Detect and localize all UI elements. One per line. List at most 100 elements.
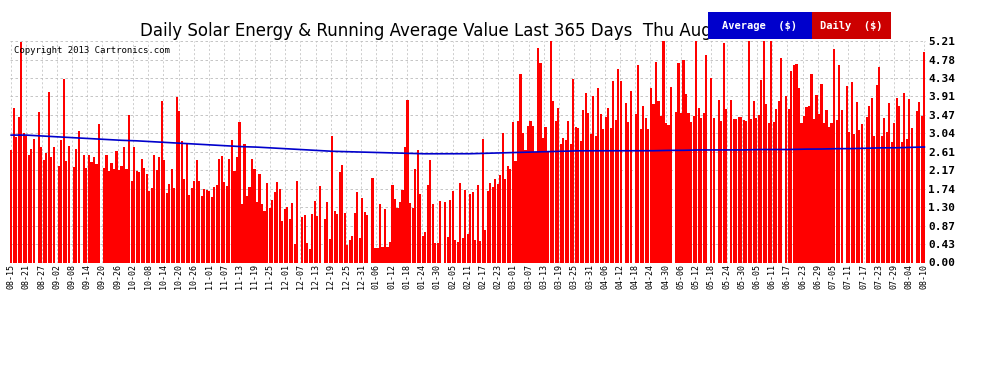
Bar	[798, 88, 800, 262]
Bar	[65, 161, 67, 262]
Bar	[304, 214, 306, 262]
Bar	[339, 171, 341, 262]
Bar	[434, 243, 437, 262]
Bar	[750, 119, 752, 262]
Bar	[512, 122, 514, 262]
Bar	[579, 141, 582, 262]
Bar	[25, 136, 28, 262]
Bar	[241, 204, 243, 262]
Bar	[654, 62, 657, 262]
Bar	[150, 188, 152, 262]
Bar	[229, 159, 231, 262]
Bar	[311, 214, 313, 262]
Bar	[858, 130, 860, 262]
Bar	[193, 181, 195, 262]
Text: Daily  ($): Daily ($)	[820, 21, 883, 31]
Bar	[823, 123, 825, 262]
Bar	[273, 192, 275, 262]
Bar	[111, 164, 113, 262]
Bar	[665, 123, 667, 262]
Bar	[492, 187, 494, 262]
Bar	[883, 118, 885, 262]
Bar	[773, 122, 775, 262]
Bar	[635, 114, 637, 262]
Bar	[10, 150, 12, 262]
Title: Daily Solar Energy & Running Average Value Last 365 Days  Thu Aug 15  06:05: Daily Solar Energy & Running Average Val…	[140, 22, 796, 40]
Bar	[379, 204, 381, 262]
Bar	[28, 156, 30, 262]
Bar	[348, 240, 350, 262]
Bar	[219, 159, 221, 262]
Bar	[793, 64, 795, 262]
Bar	[332, 136, 334, 262]
Bar	[126, 170, 128, 262]
Bar	[41, 147, 43, 262]
Bar	[577, 128, 579, 262]
Bar	[206, 190, 208, 262]
Bar	[718, 100, 720, 262]
Bar	[808, 106, 810, 262]
Bar	[239, 122, 241, 262]
Bar	[33, 138, 35, 262]
Bar	[46, 153, 48, 262]
Bar	[20, 42, 22, 262]
Bar	[831, 123, 833, 262]
Bar	[811, 74, 813, 262]
Bar	[527, 126, 529, 262]
Bar	[445, 202, 446, 262]
Bar	[893, 123, 895, 262]
Bar	[283, 209, 286, 262]
Bar	[713, 118, 715, 262]
Bar	[738, 117, 740, 262]
Bar	[417, 150, 419, 262]
Bar	[469, 194, 471, 262]
Bar	[356, 192, 358, 262]
Bar	[725, 109, 728, 262]
Bar	[494, 179, 496, 262]
Bar	[595, 136, 597, 262]
Bar	[456, 242, 458, 262]
Bar	[62, 79, 65, 262]
Bar	[221, 156, 223, 262]
Bar	[83, 155, 85, 262]
Bar	[549, 33, 551, 262]
Bar	[361, 198, 363, 262]
Bar	[638, 64, 640, 262]
Bar	[376, 248, 378, 262]
Bar	[30, 149, 33, 262]
Bar	[644, 118, 647, 262]
Bar	[471, 192, 474, 262]
Bar	[660, 116, 662, 262]
Bar	[136, 171, 138, 262]
Bar	[870, 98, 873, 262]
Bar	[216, 185, 218, 262]
Bar	[346, 245, 348, 262]
Bar	[306, 243, 308, 262]
Bar	[813, 119, 815, 262]
Bar	[366, 214, 368, 262]
Bar	[906, 139, 908, 262]
Bar	[13, 108, 15, 262]
Bar	[412, 209, 414, 262]
Bar	[620, 81, 622, 262]
Bar	[924, 53, 926, 262]
Bar	[522, 133, 524, 262]
Bar	[103, 168, 105, 262]
Bar	[742, 120, 744, 262]
Bar	[437, 243, 439, 262]
Bar	[163, 160, 165, 262]
Bar	[853, 134, 855, 262]
Bar	[544, 128, 546, 262]
Bar	[95, 164, 98, 262]
Bar	[337, 214, 339, 262]
Bar	[288, 219, 291, 262]
Bar	[780, 58, 782, 262]
Bar	[389, 243, 391, 262]
Bar	[733, 119, 735, 262]
Bar	[454, 240, 456, 262]
Bar	[181, 141, 183, 262]
Bar	[652, 105, 654, 262]
Bar	[530, 122, 532, 262]
Bar	[327, 202, 329, 262]
Bar	[90, 162, 92, 262]
